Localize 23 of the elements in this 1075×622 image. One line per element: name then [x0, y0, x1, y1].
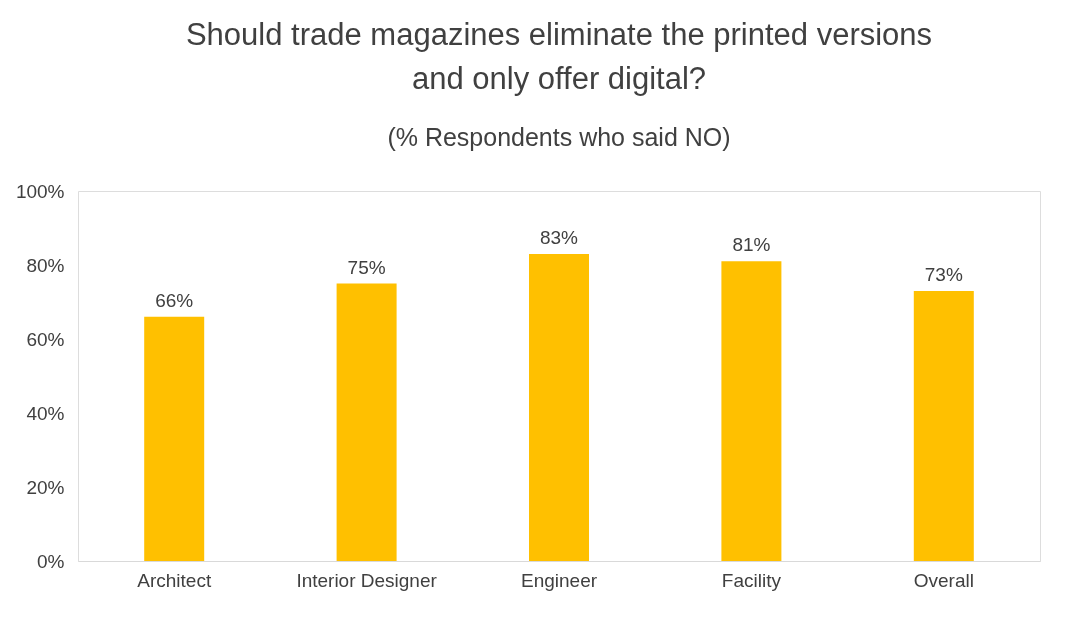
- x-tick-label: Overall: [913, 569, 974, 591]
- y-tick-label: 80%: [26, 254, 65, 276]
- bar: [913, 290, 974, 561]
- data-label: 83%: [539, 226, 579, 248]
- y-tick-label: 0%: [37, 550, 65, 572]
- y-tick-label: 100%: [15, 180, 65, 202]
- data-label: 73%: [924, 263, 963, 285]
- x-tick-label: Architect: [137, 569, 212, 591]
- bar: [336, 283, 397, 561]
- y-tick-label: 60%: [26, 328, 65, 350]
- data-label: 81%: [732, 234, 771, 256]
- x-tick-label: Engineer: [520, 569, 598, 591]
- x-tick-label: Interior Designer: [296, 569, 438, 591]
- chart-title: Should trade magazines eliminate the printed versions and only offer digital?: [185, 17, 933, 96]
- y-tick-label: 20%: [26, 476, 65, 498]
- x-tick-label: Facility: [721, 569, 782, 591]
- data-label: 75%: [347, 256, 386, 278]
- bar: [529, 253, 589, 561]
- chart-subtitle: (% Respondents who said NO): [387, 123, 731, 151]
- bar: [144, 316, 205, 561]
- bar: [721, 261, 782, 561]
- data-label: 66%: [155, 289, 194, 311]
- y-tick-label: 40%: [26, 402, 65, 424]
